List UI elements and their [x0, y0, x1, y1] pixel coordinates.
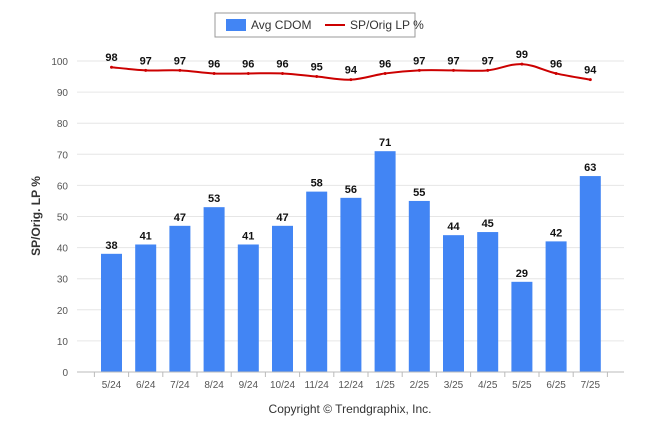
bar [579, 176, 601, 372]
y-tick-label: 80 [57, 119, 69, 130]
y-tick-label: 10 [57, 337, 69, 348]
bar [545, 241, 567, 372]
bar [237, 244, 259, 372]
x-tick-label: 7/24 [170, 380, 190, 391]
x-tick-label: 9/24 [239, 380, 259, 391]
bar [135, 244, 157, 372]
x-tick-label: 10/24 [270, 380, 295, 391]
y-tick-label: 70 [57, 150, 69, 161]
line-point [246, 71, 250, 75]
x-tick-label: 3/25 [444, 380, 464, 391]
line-data-label: 96 [208, 58, 220, 70]
bar [443, 235, 464, 372]
bar [511, 281, 533, 372]
line-data-label: 95 [311, 62, 323, 74]
x-tick-label: 6/24 [136, 380, 156, 391]
x-tick-label: 6/25 [546, 380, 566, 391]
y-axis-title: SP/Orig. LP % [29, 176, 43, 256]
line-point [452, 68, 455, 72]
line-point [144, 68, 148, 72]
bar-data-label: 44 [447, 221, 460, 233]
x-tick-label: 1/25 [375, 380, 395, 391]
line-data-label: 98 [105, 52, 117, 64]
bar [408, 200, 430, 372]
line-point [383, 71, 387, 75]
line-data-label: 94 [584, 65, 597, 77]
bar-data-label: 47 [174, 212, 186, 224]
x-tick-label: 5/24 [102, 380, 122, 391]
line-data-label: 96 [550, 58, 562, 70]
line-point [110, 65, 113, 69]
x-tick-label: 12/24 [338, 380, 363, 391]
line-point [554, 71, 558, 75]
bar [272, 225, 293, 372]
line-data-label: 97 [174, 55, 186, 67]
legend-label-bar: Avg CDOM [251, 18, 311, 32]
line-point [281, 71, 284, 75]
line-data-label: 96 [276, 58, 288, 70]
x-tick-label: 8/24 [204, 380, 224, 391]
bar-data-label: 56 [345, 184, 357, 196]
bar [101, 253, 122, 372]
bar-data-label: 29 [516, 268, 528, 280]
line-data-label: 96 [242, 58, 254, 70]
line-data-label: 97 [413, 55, 425, 67]
y-tick-label: 90 [57, 88, 69, 99]
line-point [315, 75, 319, 79]
bar-data-label: 53 [208, 193, 220, 205]
copyright-text: Copyright © Trendgraphix, Inc. [269, 402, 432, 416]
x-tick-label: 2/25 [410, 380, 430, 391]
line-point [349, 78, 353, 82]
y-tick-label: 50 [57, 213, 69, 224]
bar-data-label: 38 [105, 240, 117, 252]
y-tick-label: 40 [57, 244, 69, 255]
bar [169, 225, 191, 372]
bar-data-label: 41 [140, 230, 152, 242]
line-point [178, 68, 182, 72]
line-point [486, 68, 490, 72]
line-point [417, 68, 421, 72]
y-tick-label: 30 [57, 275, 69, 286]
legend: Avg CDOM SP/Orig LP % [214, 12, 424, 38]
bar [203, 207, 225, 372]
y-tick-label: 20 [57, 306, 69, 317]
line-data-label: 97 [482, 55, 494, 67]
bar-data-label: 41 [242, 230, 254, 242]
bar-series: 38 41 47 53 41 47 58 56 71 55 44 45 29 42 63 [101, 137, 601, 372]
line-data-label: 94 [345, 65, 358, 77]
bar-data-label: 47 [276, 212, 288, 224]
bar [477, 232, 499, 372]
line-point [212, 71, 216, 75]
x-tick-label: 11/24 [305, 380, 330, 391]
bar [374, 151, 396, 372]
legend-box [214, 12, 416, 38]
legend-swatch-bar [226, 19, 246, 31]
line-data-label: 96 [379, 58, 391, 70]
legend-label-line: SP/Orig LP % [350, 18, 424, 32]
line-data-label: 97 [140, 55, 152, 67]
x-axis: 5/24 6/24 7/24 8/24 9/24 10/24 11/24 12/24 1/25 2… [77, 371, 624, 391]
x-tick-label: 5/25 [512, 380, 532, 391]
bar-data-label: 42 [550, 227, 562, 239]
line-point [588, 78, 592, 82]
bar-data-label: 63 [584, 162, 596, 174]
y-tick-label: 0 [62, 368, 68, 379]
bar-data-label: 71 [379, 137, 391, 149]
x-tick-label: 7/25 [581, 380, 601, 391]
x-tick-label: 4/25 [478, 380, 498, 391]
y-tick-label: 100 [51, 57, 68, 68]
y-axis: 0 10 20 30 40 50 60 70 80 90 100 [51, 57, 68, 379]
line-data-label: 99 [516, 49, 528, 61]
bar [340, 197, 362, 372]
bar-data-label: 45 [482, 218, 494, 230]
bar [306, 191, 328, 372]
bar-data-label: 58 [311, 178, 323, 190]
line-series: 98 97 97 96 96 96 95 94 96 97 97 97 99 96 94 [105, 49, 597, 82]
y-tick-label: 60 [57, 181, 69, 192]
line-point [520, 62, 524, 66]
line-data-label: 97 [447, 55, 459, 67]
bar-data-label: 55 [413, 187, 425, 199]
